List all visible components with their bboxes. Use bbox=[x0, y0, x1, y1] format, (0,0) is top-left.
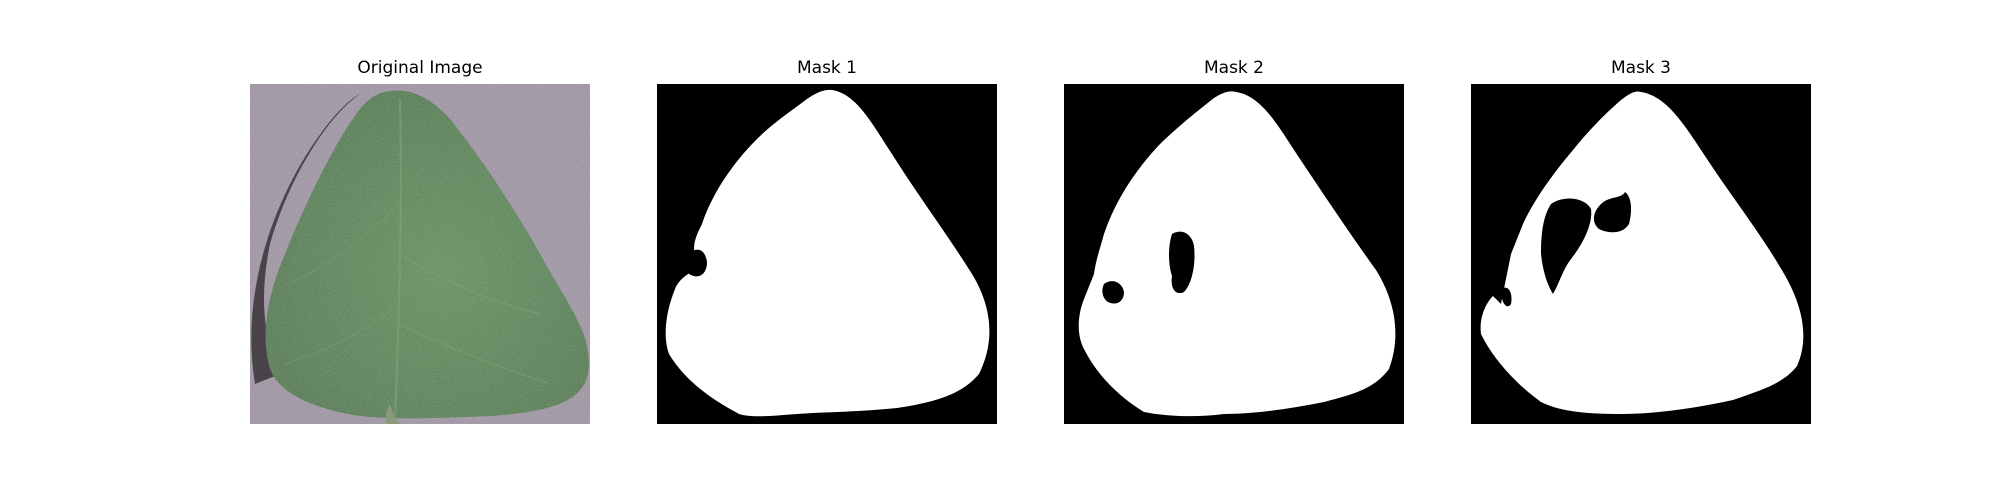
panel-title: Original Image bbox=[357, 58, 483, 78]
mask-1-image bbox=[657, 84, 997, 424]
original-leaf-image bbox=[250, 84, 590, 424]
panel-title: Mask 2 bbox=[1203, 58, 1264, 78]
mask-3-image bbox=[1471, 84, 1811, 424]
panel-title: Mask 3 bbox=[1610, 58, 1671, 78]
mask-2-image bbox=[1064, 84, 1404, 424]
panel-title: Mask 1 bbox=[796, 58, 857, 78]
